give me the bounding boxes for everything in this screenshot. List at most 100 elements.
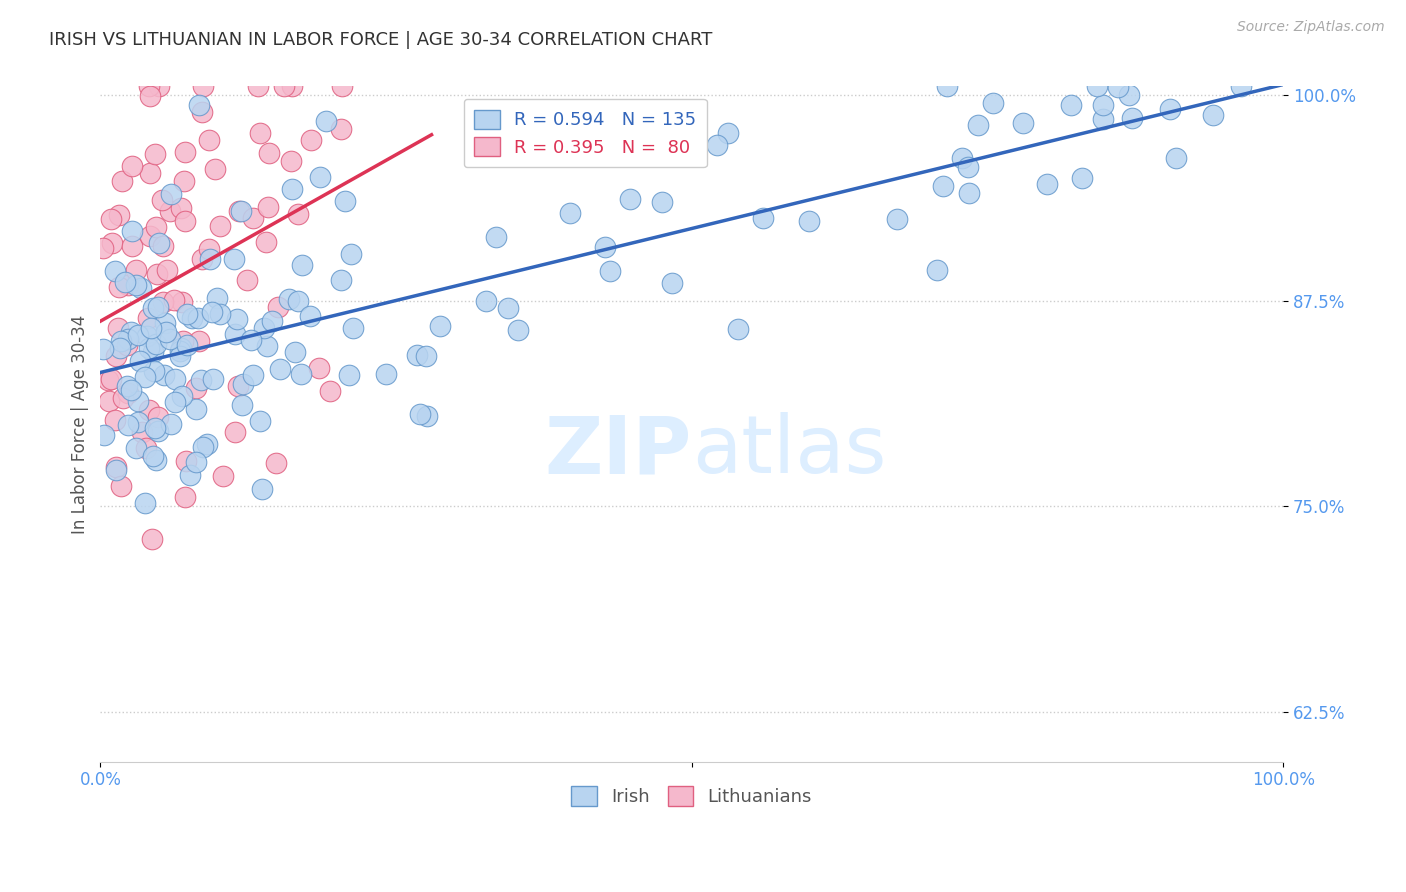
Point: [335, 194, 357, 208]
Point: [174, 454, 197, 468]
Point: [409, 407, 432, 421]
Point: [91, 342, 114, 356]
Point: [121, 238, 143, 252]
Point: [142, 364, 165, 378]
Point: [508, 323, 530, 337]
Y-axis label: In Labor Force | Age 30-34: In Labor Force | Age 30-34: [72, 315, 89, 533]
Point: [329, 273, 352, 287]
Point: [1118, 88, 1140, 103]
Point: [138, 79, 160, 94]
Point: [107, 208, 129, 222]
Point: [191, 105, 214, 120]
Point: [169, 343, 191, 358]
Point: [120, 325, 142, 339]
Point: [415, 349, 437, 363]
Point: [112, 391, 135, 405]
Point: [1121, 111, 1143, 125]
Point: [127, 393, 149, 408]
Point: [145, 219, 167, 234]
Point: [222, 252, 245, 266]
Point: [595, 239, 617, 253]
Point: [111, 174, 134, 188]
Point: [172, 389, 194, 403]
Point: [121, 160, 143, 174]
Point: [187, 310, 209, 325]
Point: [485, 230, 508, 244]
Point: [207, 292, 229, 306]
Point: [150, 193, 173, 207]
Point: [136, 311, 159, 326]
Point: [319, 384, 342, 398]
Point: [967, 118, 990, 132]
Point: [114, 275, 136, 289]
Point: [932, 178, 955, 193]
Point: [136, 328, 159, 343]
Point: [619, 192, 641, 206]
Point: [104, 463, 127, 477]
Point: [141, 301, 163, 316]
Point: [135, 441, 157, 455]
Point: [797, 214, 820, 228]
Point: [1071, 171, 1094, 186]
Point: [201, 372, 224, 386]
Point: [145, 453, 167, 467]
Point: [301, 133, 323, 147]
Point: [100, 212, 122, 227]
Point: [242, 368, 264, 383]
Point: [198, 252, 221, 267]
Point: [198, 133, 221, 147]
Point: [315, 113, 337, 128]
Point: [198, 242, 221, 256]
Point: [142, 449, 165, 463]
Point: [145, 337, 167, 351]
Point: [97, 373, 120, 387]
Point: [105, 350, 128, 364]
Point: [308, 361, 330, 376]
Point: [117, 417, 139, 432]
Point: [1230, 79, 1253, 94]
Point: [142, 345, 165, 359]
Point: [231, 203, 253, 218]
Text: Source: ZipAtlas.com: Source: ZipAtlas.com: [1237, 20, 1385, 34]
Point: [155, 325, 177, 339]
Point: [143, 420, 166, 434]
Point: [190, 373, 212, 387]
Text: ZIP: ZIP: [544, 412, 692, 490]
Point: [281, 182, 304, 196]
Point: [131, 425, 153, 439]
Point: [651, 195, 673, 210]
Point: [706, 138, 728, 153]
Point: [475, 293, 498, 308]
Point: [117, 332, 139, 346]
Point: [146, 301, 169, 315]
Point: [191, 252, 214, 266]
Point: [277, 292, 299, 306]
Text: IRISH VS LITHUANIAN IN LABOR FORCE | AGE 30-34 CORRELATION CHART: IRISH VS LITHUANIAN IN LABOR FORCE | AGE…: [49, 31, 713, 49]
Point: [174, 490, 197, 504]
Point: [1202, 108, 1225, 122]
Point: [170, 201, 193, 215]
Point: [950, 151, 973, 165]
Point: [247, 79, 270, 94]
Point: [329, 122, 352, 136]
Point: [429, 318, 451, 333]
Point: [1107, 80, 1129, 95]
Point: [224, 425, 246, 439]
Point: [337, 368, 360, 383]
Point: [172, 334, 194, 349]
Point: [110, 334, 132, 349]
Point: [287, 207, 309, 221]
Point: [100, 372, 122, 386]
Point: [159, 332, 181, 346]
Point: [193, 440, 215, 454]
Point: [267, 300, 290, 314]
Point: [208, 219, 231, 233]
Point: [108, 279, 131, 293]
Point: [152, 368, 174, 383]
Point: [125, 441, 148, 455]
Point: [957, 160, 980, 174]
Point: [174, 145, 197, 159]
Point: [253, 321, 276, 335]
Point: [1091, 98, 1114, 112]
Point: [228, 378, 250, 392]
